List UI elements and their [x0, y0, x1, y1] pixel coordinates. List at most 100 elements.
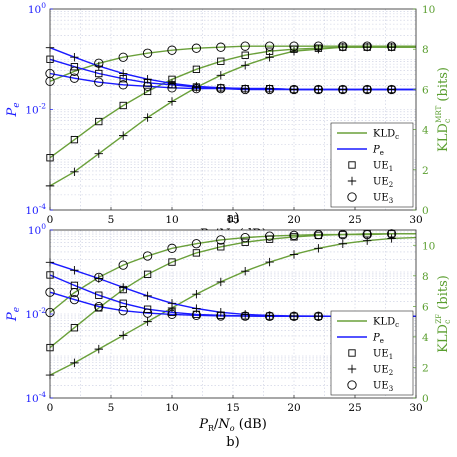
data-point-pe-ue3	[118, 306, 128, 316]
data-point-kld-ue3	[118, 260, 128, 270]
data-point-kld-ue2	[314, 244, 323, 253]
data-point-kld-ue3	[338, 41, 348, 51]
kld-ue3-line	[49, 233, 416, 314]
data-point-pe-ue3	[167, 83, 177, 93]
y-right-tick-label: 6	[422, 301, 429, 313]
y-right-tick-label: 8	[422, 44, 429, 56]
legend-swatch-ue3	[347, 192, 357, 202]
data-point-kld-ue3	[167, 45, 177, 55]
data-point-kld-ue2	[216, 71, 225, 80]
data-point-kld-ue2	[94, 344, 103, 354]
data-point-pe-ue3	[216, 83, 226, 94]
data-point-pe-ue3	[313, 84, 324, 95]
legend-label-ue1: UE1	[373, 161, 393, 174]
data-point-kld-ue3	[216, 42, 226, 52]
y-left-axis-label: Pe	[5, 102, 22, 117]
legend-label-ue1: UE1	[373, 349, 393, 362]
legend: KLDc Pe UE1 UE2 UE3	[330, 310, 414, 396]
data-point-kld-ue3	[240, 232, 250, 243]
y-right-tick-label: 0	[422, 205, 429, 217]
data-point-kld-ue2	[265, 257, 274, 267]
data-point-kld-ue3	[167, 243, 177, 253]
data-point-pe-ue3	[289, 84, 299, 95]
legend-box	[330, 122, 414, 208]
data-point-kld-ue2	[216, 277, 225, 287]
data-point-kld-ue3	[142, 251, 153, 261]
legend-swatch-ue1	[348, 161, 356, 169]
y-left-tick-label: 10-2	[25, 102, 46, 117]
data-point-pe-ue3	[289, 311, 299, 321]
data-point-pe-ue1	[143, 305, 152, 313]
x-tick-label: 10	[165, 402, 178, 414]
x-tick-label: 15	[226, 214, 239, 226]
data-point-pe-ue1	[95, 291, 103, 299]
kld-ue3-line	[49, 45, 416, 83]
data-point-kld-ue2	[119, 131, 128, 140]
data-point-kld-ue2	[241, 61, 250, 70]
data-point-kld-ue1	[192, 249, 201, 257]
legend-box	[330, 310, 414, 396]
panel-caption: a)	[227, 211, 240, 226]
data-point-kld-ue1	[217, 243, 225, 251]
data-point-pe-ue2	[119, 69, 128, 78]
data-point-pe-ue3	[240, 311, 250, 321]
data-point-pe-ue3	[142, 81, 153, 91]
data-point-kld-ue3	[94, 58, 104, 68]
data-point-kld-ue2	[70, 167, 79, 177]
data-point-kld-ue1	[119, 285, 127, 294]
kld-ue2-line	[49, 46, 416, 187]
y-right-tick-label: 4	[422, 332, 429, 344]
data-point-pe-ue2	[216, 83, 225, 93]
data-point-kld-ue1	[119, 101, 127, 110]
data-point-kld-ue3	[216, 235, 226, 245]
data-point-pe-ue3	[362, 84, 372, 95]
legend-label-pe: Pe	[372, 145, 384, 158]
data-point-kld-ue3	[191, 239, 202, 249]
legend-label-ue2: UE2	[373, 177, 393, 190]
y-left-tick-label: 100	[28, 222, 46, 237]
data-point-kld-ue1	[95, 117, 103, 126]
data-point-kld-ue3	[142, 48, 153, 58]
data-point-pe-ue2	[70, 52, 79, 62]
legend-swatch-ue2	[347, 364, 357, 374]
data-point-pe-ue3	[264, 311, 275, 321]
data-point-kld-ue2	[192, 83, 201, 92]
legend-label-ue3: UE3	[373, 381, 393, 394]
data-point-pe-ue3	[94, 77, 104, 87]
data-point-kld-ue3	[118, 52, 128, 62]
y-right-axis-label: KLDcZF (bits)	[435, 275, 452, 353]
legend-label-kld: KLDc	[373, 129, 399, 142]
x-tick-label: 5	[108, 214, 115, 226]
data-point-kld-ue1	[217, 57, 225, 65]
data-point-pe-ue2	[265, 84, 274, 93]
y-right-tick-label: 10	[422, 240, 435, 252]
y-left-tick-label: 10-4	[25, 202, 46, 217]
data-point-pe-ue3	[264, 84, 275, 95]
data-point-kld-ue3	[69, 287, 80, 298]
y-right-tick-label: 8	[422, 271, 429, 283]
data-point-pe-ue2	[363, 85, 372, 94]
data-point-pe-ue1	[70, 63, 79, 71]
y-right-tick-label: 10	[422, 4, 435, 16]
data-point-kld-ue3	[264, 231, 275, 241]
panel-caption: b)	[226, 435, 239, 450]
y-right-tick-label: 4	[422, 125, 429, 137]
data-point-pe-ue3	[142, 308, 153, 318]
data-point-kld-ue2	[338, 239, 347, 248]
data-point-pe-ue2	[241, 84, 250, 93]
data-point-kld-ue2	[143, 113, 152, 122]
data-point-pe-ue2	[70, 266, 79, 275]
data-point-kld-ue1	[192, 65, 201, 73]
data-point-kld-ue3	[69, 66, 80, 76]
x-tick-label: 30	[409, 214, 422, 226]
x-tick-label: 0	[47, 402, 54, 414]
x-tick-label: 20	[287, 214, 300, 226]
data-point-kld-ue3	[240, 41, 250, 51]
data-point-pe-ue3	[191, 310, 202, 320]
data-point-pe-ue3	[216, 311, 226, 321]
data-point-kld-ue3	[313, 41, 324, 51]
data-point-kld-ue1	[70, 324, 79, 332]
data-point-pe-ue3	[118, 80, 128, 90]
data-point-kld-ue1	[339, 230, 347, 239]
